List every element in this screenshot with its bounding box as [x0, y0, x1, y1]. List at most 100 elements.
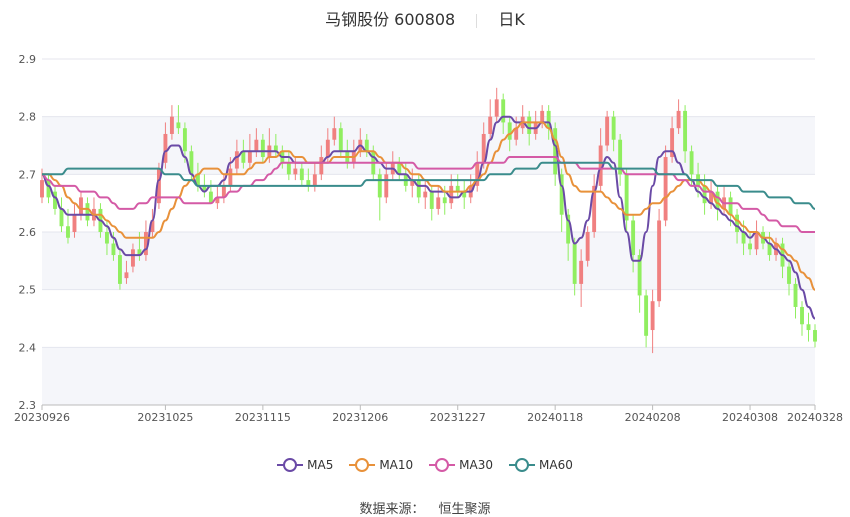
candle-up[interactable]	[163, 122, 168, 169]
period-label[interactable]: 日K	[498, 10, 525, 29]
candle-up[interactable]	[670, 116, 675, 163]
candle-down[interactable]	[53, 185, 57, 215]
candle-up[interactable]	[579, 249, 584, 307]
candle-down[interactable]	[624, 168, 629, 232]
candle-down[interactable]	[364, 133, 369, 158]
candle-down[interactable]	[377, 168, 382, 221]
candle-up[interactable]	[332, 116, 337, 146]
candle-body	[254, 139, 259, 152]
candle-down[interactable]	[644, 289, 649, 348]
candle-down[interactable]	[273, 133, 278, 158]
candle-up[interactable]	[92, 197, 96, 227]
candle-up[interactable]	[754, 220, 759, 256]
candle-up[interactable]	[663, 145, 668, 227]
candle-down[interactable]	[683, 105, 688, 163]
candle-up[interactable]	[436, 185, 441, 215]
candle-up[interactable]	[124, 260, 129, 284]
candle-down[interactable]	[208, 180, 213, 204]
candle-up[interactable]	[130, 243, 135, 273]
candle-down[interactable]	[572, 237, 577, 296]
candle-body	[215, 197, 220, 204]
candle-down[interactable]	[462, 180, 467, 209]
candle-up[interactable]	[150, 208, 155, 238]
candle-down[interactable]	[787, 260, 791, 296]
candle-body	[715, 191, 720, 209]
candle-body	[683, 110, 688, 152]
candle-up[interactable]	[540, 105, 545, 129]
background-band	[42, 116, 815, 175]
source-name: 恒生聚源	[438, 502, 491, 517]
background-bands	[42, 116, 815, 405]
candle-down[interactable]	[118, 249, 122, 290]
candle-up[interactable]	[293, 157, 298, 181]
candle-up[interactable]	[592, 174, 597, 238]
candle-down[interactable]	[397, 157, 402, 181]
candle-down[interactable]	[806, 312, 811, 342]
moving-average-lines	[41, 115, 816, 320]
candle-down[interactable]	[241, 139, 246, 169]
candle-up[interactable]	[481, 122, 486, 169]
candle-up[interactable]	[72, 203, 77, 238]
candle-body	[637, 255, 642, 296]
candle-up[interactable]	[423, 180, 428, 209]
legend: MA5 MA10 MA30 MA60	[0, 458, 850, 475]
candle-body	[332, 128, 337, 140]
candle-up[interactable]	[598, 128, 603, 192]
x-tick-label: 20231025	[137, 411, 193, 424]
candle-body	[735, 214, 739, 232]
x-tick-label: 20240328	[787, 411, 843, 424]
candle-down[interactable]	[299, 162, 304, 186]
candle-body	[410, 180, 415, 186]
candle-down[interactable]	[813, 324, 817, 348]
candle-body	[676, 110, 681, 129]
candle-down[interactable]	[800, 301, 804, 336]
candle-body	[709, 191, 714, 204]
candle-up[interactable]	[657, 208, 662, 307]
candle-up[interactable]	[143, 220, 148, 261]
candle-body	[299, 168, 304, 181]
legend-item-ma60[interactable]: MA60	[509, 458, 573, 472]
candle-body	[624, 174, 629, 221]
candle-body	[787, 266, 791, 284]
legend-label: MA30	[459, 458, 494, 472]
candle-body	[793, 283, 798, 307]
candle-down[interactable]	[611, 110, 616, 152]
candle-body	[234, 151, 239, 169]
candle-up[interactable]	[605, 110, 610, 152]
candle-down[interactable]	[416, 174, 421, 204]
source-label: 数据来源：	[359, 502, 425, 517]
candle-body	[423, 191, 428, 198]
candle-body	[488, 116, 493, 134]
candle-down[interactable]	[559, 168, 564, 232]
candle-down[interactable]	[501, 93, 506, 134]
candle-down[interactable]	[455, 174, 460, 198]
candle-down[interactable]	[793, 278, 798, 319]
candle-up[interactable]	[494, 87, 499, 123]
candle-down[interactable]	[260, 133, 265, 163]
candle-down[interactable]	[59, 197, 64, 232]
legend-item-ma10[interactable]: MA10	[349, 458, 413, 472]
y-tick-label: 2.7	[19, 168, 37, 181]
candle-up[interactable]	[488, 99, 493, 140]
candle-up[interactable]	[585, 226, 590, 267]
legend-item-ma5[interactable]: MA5	[277, 458, 333, 472]
candle-down[interactable]	[85, 197, 90, 227]
candle-body	[111, 243, 116, 256]
candle-down[interactable]	[618, 133, 623, 186]
candle-up[interactable]	[475, 151, 480, 192]
candle-up[interactable]	[650, 289, 655, 354]
candle-up[interactable]	[79, 191, 83, 221]
candle-body	[657, 220, 662, 302]
candle-up[interactable]	[676, 99, 681, 134]
candle-body	[501, 99, 506, 123]
candle-up[interactable]	[156, 162, 161, 209]
candle-down[interactable]	[566, 208, 571, 261]
candle-down[interactable]	[748, 232, 752, 256]
candle-down[interactable]	[553, 122, 558, 186]
candle-body	[163, 133, 168, 163]
candle-down[interactable]	[306, 168, 311, 192]
legend-item-ma30[interactable]: MA30	[429, 458, 493, 472]
candle-down[interactable]	[631, 214, 636, 273]
candle-up[interactable]	[169, 105, 174, 140]
candle-down[interactable]	[176, 105, 181, 134]
